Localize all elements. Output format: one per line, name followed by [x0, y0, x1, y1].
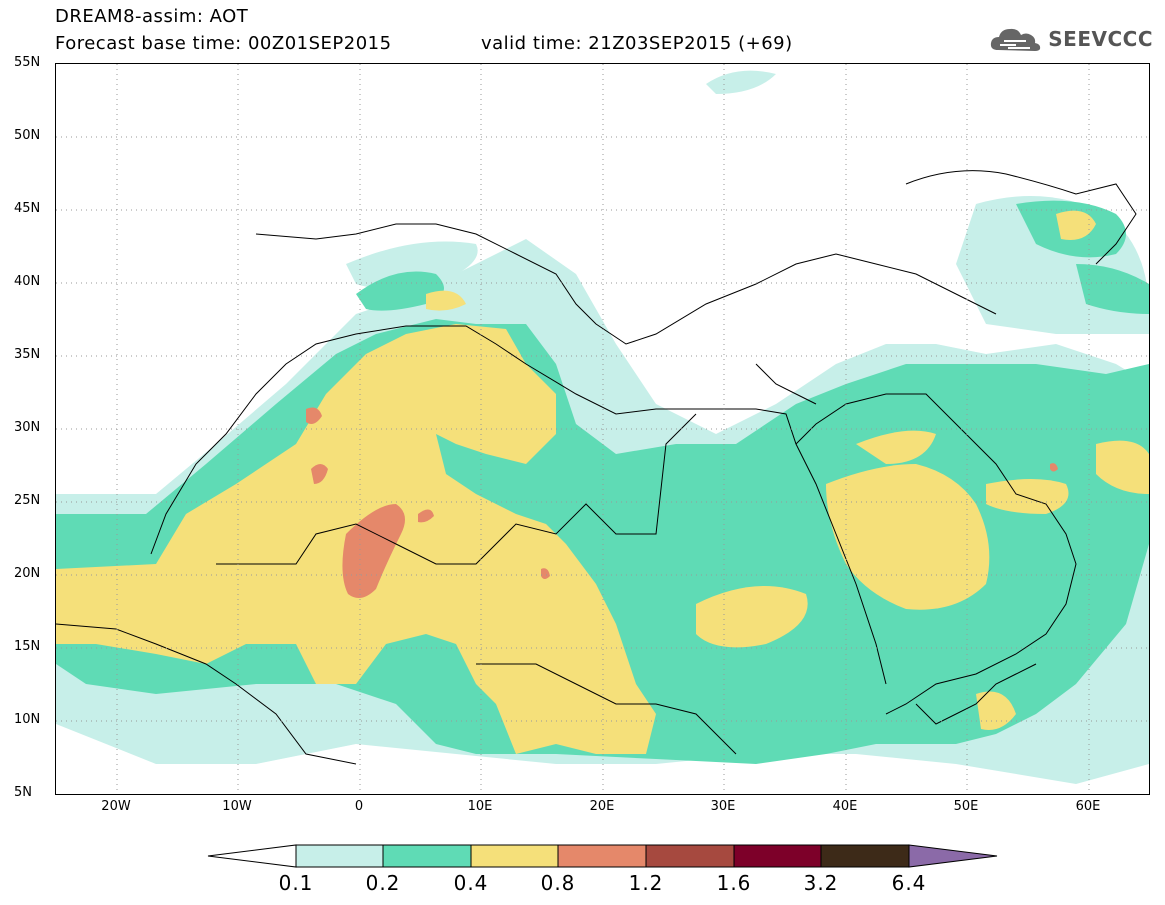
lat-label-5n: 5N [14, 785, 32, 800]
coastlines [56, 170, 1137, 765]
lon-label-20e: 20E [589, 799, 615, 814]
colorbar-bin-1.6-3.2 [733, 844, 822, 868]
lon-label-20w: 20W [101, 799, 131, 814]
lat-label-40n: 40N [14, 274, 41, 289]
colorbar-bin-1.2-1.6 [645, 844, 735, 868]
seevccc-logo: SEEVCCC [988, 24, 1153, 54]
aot-map [55, 63, 1150, 795]
colorbar-label-3.2: 3.2 [803, 871, 839, 895]
colorbar-bin-0.1-0.2 [295, 844, 384, 868]
colorbar-bin-0.2-0.4 [382, 844, 472, 868]
lat-label-55n: 55N [14, 55, 41, 70]
graticule [56, 64, 1149, 794]
lat-label-35n: 35N [14, 347, 41, 362]
colorbar-under-arrow [207, 844, 297, 868]
colorbar-label-0.4: 0.4 [453, 871, 489, 895]
lat-label-30n: 30N [14, 420, 41, 435]
lat-label-15n: 15N [14, 639, 41, 654]
lat-label-20n: 20N [14, 566, 41, 581]
colorbar-label-0.2: 0.2 [365, 871, 401, 895]
logo-text: SEEVCCC [1048, 27, 1153, 51]
map-title: DREAM8-assim: AOT [55, 6, 249, 27]
map-canvas [56, 64, 1149, 794]
aot-colorbar [207, 844, 998, 868]
colorbar-bin-0.4-0.8 [470, 844, 559, 868]
lon-label-0: 0 [354, 799, 364, 814]
forecast-base-time: Forecast base time: 00Z01SEP2015 [55, 33, 392, 54]
colorbar-label-6.4: 6.4 [891, 871, 927, 895]
lon-label-60e: 60E [1075, 799, 1101, 814]
colorbar-label-1.2: 1.2 [628, 871, 664, 895]
lat-label-45n: 45N [14, 201, 41, 216]
colorbar-label-0.8: 0.8 [540, 871, 576, 895]
lat-label-25n: 25N [14, 493, 41, 508]
lat-label-10n: 10N [14, 712, 41, 727]
lon-label-40e: 40E [832, 799, 858, 814]
lon-label-30e: 30E [710, 799, 736, 814]
lon-label-10w: 10W [222, 799, 252, 814]
lon-label-10e: 10E [467, 799, 493, 814]
colorbar-label-1.6: 1.6 [716, 871, 752, 895]
aot-contour-0.8 [306, 407, 1058, 598]
valid-time: valid time: 21Z03SEP2015 (+69) [481, 33, 793, 54]
cloud-logo-icon [991, 28, 1041, 51]
lon-label-50e: 50E [953, 799, 979, 814]
lat-label-50n: 50N [14, 128, 41, 143]
colorbar-over-arrow [908, 844, 998, 868]
colorbar-bin-0.8-1.2 [557, 844, 647, 868]
colorbar-bin-3.2-6.4 [820, 844, 910, 868]
colorbar-label-0.1: 0.1 [278, 871, 314, 895]
